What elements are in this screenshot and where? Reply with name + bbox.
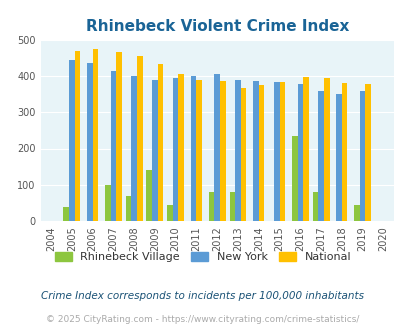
Bar bbox=[126, 196, 131, 221]
Bar bbox=[258, 84, 264, 221]
Title: Rhinebeck Violent Crime Index: Rhinebeck Violent Crime Index bbox=[85, 19, 348, 34]
Bar bbox=[104, 185, 110, 221]
Bar bbox=[303, 77, 308, 221]
Bar bbox=[341, 83, 347, 221]
Bar bbox=[152, 80, 157, 221]
Bar bbox=[146, 170, 152, 221]
Bar bbox=[364, 83, 370, 221]
Text: Crime Index corresponds to incidents per 100,000 inhabitants: Crime Index corresponds to incidents per… bbox=[41, 291, 364, 301]
Bar bbox=[196, 80, 202, 221]
Bar bbox=[335, 94, 341, 221]
Bar bbox=[110, 71, 116, 221]
Bar bbox=[253, 82, 258, 221]
Bar bbox=[359, 91, 364, 221]
Bar bbox=[63, 207, 69, 221]
Bar bbox=[214, 74, 220, 221]
Bar bbox=[136, 56, 142, 221]
Legend: Rhinebeck Village, New York, National: Rhinebeck Village, New York, National bbox=[50, 248, 355, 267]
Bar bbox=[240, 88, 246, 221]
Bar bbox=[323, 78, 329, 221]
Bar bbox=[178, 74, 183, 221]
Bar bbox=[318, 91, 323, 221]
Bar bbox=[92, 50, 98, 221]
Bar bbox=[131, 76, 136, 221]
Bar bbox=[229, 192, 234, 221]
Bar bbox=[87, 63, 92, 221]
Text: © 2025 CityRating.com - https://www.cityrating.com/crime-statistics/: © 2025 CityRating.com - https://www.city… bbox=[46, 315, 359, 324]
Bar bbox=[297, 84, 303, 221]
Bar bbox=[116, 51, 121, 221]
Bar bbox=[220, 81, 225, 221]
Bar bbox=[190, 76, 196, 221]
Bar bbox=[167, 205, 173, 221]
Bar bbox=[208, 192, 214, 221]
Bar bbox=[157, 64, 163, 221]
Bar bbox=[234, 80, 240, 221]
Bar bbox=[273, 82, 279, 221]
Bar bbox=[291, 136, 297, 221]
Bar bbox=[279, 82, 284, 221]
Bar bbox=[69, 60, 75, 221]
Bar bbox=[354, 205, 359, 221]
Bar bbox=[312, 192, 318, 221]
Bar bbox=[75, 51, 80, 221]
Bar bbox=[173, 78, 178, 221]
